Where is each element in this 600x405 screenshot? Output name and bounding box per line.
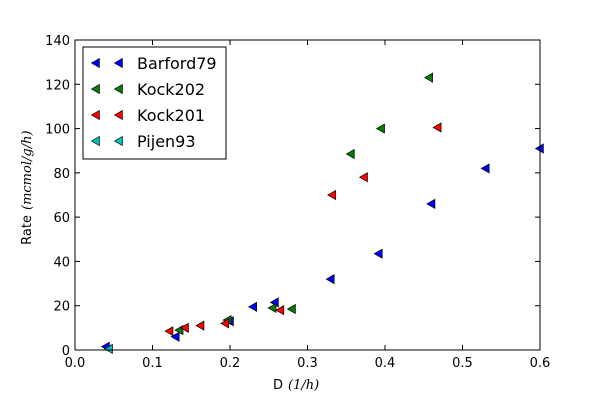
data-points <box>100 72 544 354</box>
data-point <box>480 163 490 174</box>
data-point <box>248 301 257 312</box>
data-point <box>286 303 296 315</box>
x-tick-label: 0.2 <box>220 356 241 371</box>
legend-marker <box>113 83 123 95</box>
y-tick-label: 120 <box>45 78 70 93</box>
data-point <box>327 189 337 201</box>
series-barford79 <box>100 143 544 352</box>
data-point <box>195 320 205 331</box>
y-tick-label: 100 <box>45 123 70 138</box>
data-point <box>275 305 285 316</box>
legend-marker <box>90 83 100 95</box>
y-axis-label-text: Rate <box>20 215 35 245</box>
legend-label: Pijen93 <box>137 132 196 151</box>
series-pijen93 <box>103 343 113 354</box>
x-tick-label: 0.0 <box>65 356 86 371</box>
legend-frame <box>82 46 227 160</box>
data-point <box>103 343 113 354</box>
legend-marker <box>90 109 100 121</box>
data-point <box>345 148 355 160</box>
y-axis-label: Rate (mcmol/g/h) <box>20 130 35 244</box>
legend-marker <box>90 135 100 147</box>
legend-marker <box>113 57 123 69</box>
x-axis-label: D (1/h) <box>273 378 319 393</box>
data-point <box>267 302 277 314</box>
legend-label: Kock201 <box>137 106 205 125</box>
y-tick-label: 140 <box>45 34 70 49</box>
y-tick-label: 40 <box>53 255 70 270</box>
series-kock201 <box>164 122 442 337</box>
data-point <box>164 326 174 337</box>
legend: Barford79 Kock202 Kock201 Pijen93 <box>82 46 227 160</box>
data-point <box>179 322 189 333</box>
legend-entry-pijen93: Pijen93 <box>90 132 196 151</box>
legend-marker <box>113 135 123 147</box>
legend-entry-barford79: Barford79 <box>90 54 217 73</box>
y-tick-label: 0 <box>62 344 70 359</box>
y-tick-label: 60 <box>53 211 70 226</box>
data-point <box>325 274 335 285</box>
y-tick-label: 80 <box>53 167 70 182</box>
data-point <box>423 72 433 83</box>
legend-marker <box>90 57 100 69</box>
legend-entry-kock201: Kock201 <box>90 106 205 125</box>
data-point <box>534 143 544 154</box>
legend-label: Kock202 <box>137 80 205 99</box>
data-point <box>375 123 385 134</box>
x-tick-label: 0.1 <box>142 356 163 371</box>
axis-ticks: 0.0 0.1 0.2 0.3 0.4 0.5 0.6 0 20 40 60 80 100 120 140 <box>45 34 550 371</box>
x-axis-label-text: D <box>273 378 283 393</box>
x-tick-label: 0.4 <box>375 356 396 371</box>
data-point <box>220 318 230 329</box>
x-tick-label: 0.3 <box>297 356 318 371</box>
x-tick-label: 0.6 <box>530 356 551 371</box>
y-tick-label: 20 <box>53 300 70 315</box>
y-axis-label-unit: (mcmol/g/h) <box>20 130 35 210</box>
data-point <box>432 122 442 133</box>
legend-label: Barford79 <box>137 54 217 73</box>
data-point <box>358 172 368 183</box>
plot-frame <box>74 39 541 351</box>
data-point <box>373 248 383 259</box>
x-tick-label: 0.5 <box>452 356 473 371</box>
legend-marker <box>113 109 123 121</box>
data-point <box>426 198 436 209</box>
x-axis-label-unit: (1/h) <box>288 378 319 393</box>
data-point <box>170 331 180 342</box>
legend-entry-kock202: Kock202 <box>90 80 205 99</box>
